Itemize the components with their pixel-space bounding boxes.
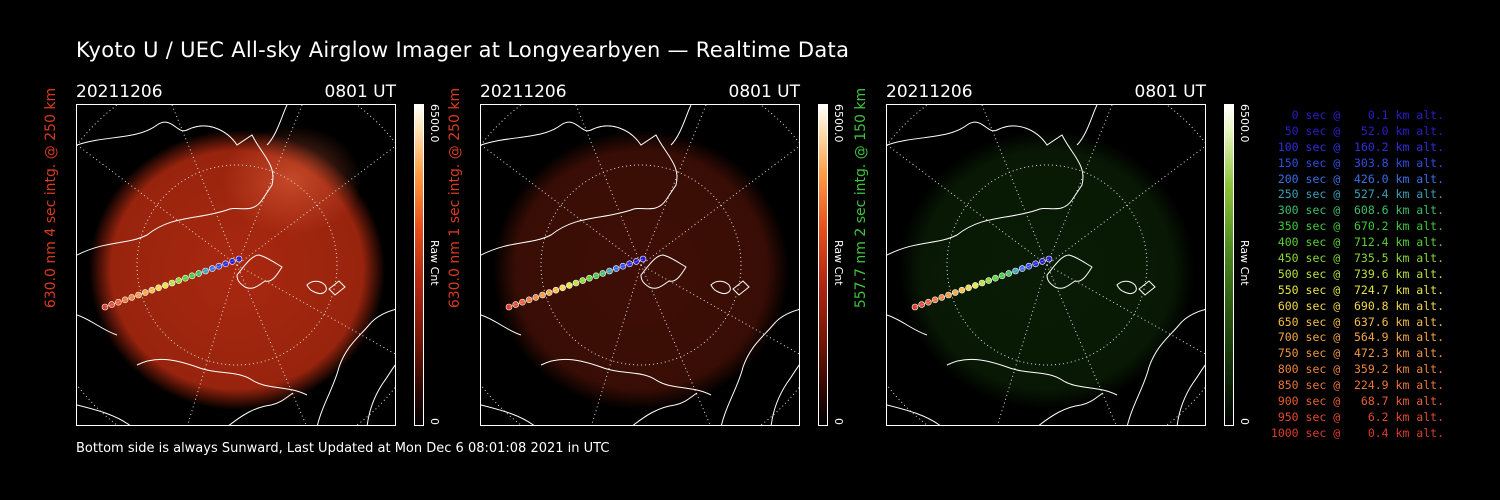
colorbar-max: 6500.0 [428, 104, 441, 143]
colorbar-min: 0 [832, 418, 845, 425]
legend-item: 0 sec @ 0.1 km alt. [1270, 108, 1444, 122]
legend-item: 350 sec @ 670.2 km alt. [1270, 219, 1444, 234]
panel-1-ylabel: 630.0 nm 4 sec intg. @ 250 km [43, 87, 60, 309]
legend-item: 900 sec @ 68.7 km alt. [1270, 394, 1444, 409]
panel-2-ylabel: 630.0 nm 1 sec intg. @ 250 km [447, 87, 464, 309]
legend-item: 100 sec @ 160.2 km alt. [1270, 139, 1444, 154]
legend-item: 850 sec @ 224.9 km alt. [1270, 378, 1444, 393]
allsky-image [76, 104, 396, 426]
panel-date: 20211206 [480, 82, 567, 102]
trajectory-legend: 0 sec @ 0.1 km alt. 50 sec @ 52.0 km alt… [1262, 108, 1444, 442]
legend-item: 150 sec @ 303.8 km alt. [1270, 155, 1444, 170]
panel-3-ylabel: 557.7 nm 2 sec intg. @ 150 km [853, 87, 870, 309]
legend-item: 500 sec @ 739.6 km alt. [1270, 266, 1444, 281]
colorbar-label: Raw Cnt [832, 240, 845, 286]
allsky-image [886, 104, 1206, 426]
page-title: Kyoto U / UEC All-sky Airglow Imager at … [76, 38, 850, 62]
colorbar-label: Raw Cnt [1238, 240, 1251, 286]
image-panel-3: 20211206 0801 UT [886, 80, 1206, 430]
colorbar-1 [414, 104, 424, 426]
panel-time: 0801 UT [1134, 82, 1207, 102]
legend-item: 650 sec @ 637.6 km alt. [1270, 314, 1444, 329]
legend-item: 400 sec @ 712.4 km alt. [1270, 235, 1444, 250]
image-panel-2: 20211206 0801 UT [480, 80, 800, 430]
image-panel-1: 20211206 0801 UT [76, 80, 396, 430]
legend-item: 450 sec @ 735.5 km alt. [1270, 251, 1444, 266]
legend-item: 550 sec @ 724.7 km alt. [1270, 282, 1444, 297]
legend-item: 700 sec @ 564.9 km alt. [1270, 330, 1444, 345]
panel-time: 0801 UT [728, 82, 801, 102]
panel-date: 20211206 [886, 82, 973, 102]
panel-time: 0801 UT [324, 82, 397, 102]
panel-date: 20211206 [76, 82, 163, 102]
legend-item: 50 sec @ 52.0 km alt. [1270, 123, 1444, 138]
legend-item: 950 sec @ 6.2 km alt. [1270, 409, 1444, 424]
colorbar-min: 0 [428, 418, 441, 425]
allsky-image [480, 104, 800, 426]
colorbar-3 [1224, 104, 1234, 426]
legend-item: 1000 sec @ 0.4 km alt. [1270, 425, 1444, 440]
legend-item: 600 sec @ 690.8 km alt. [1270, 298, 1444, 313]
colorbar-label: Raw Cnt [428, 240, 441, 286]
legend-item: 200 sec @ 426.0 km alt. [1270, 171, 1444, 186]
legend-item: 250 sec @ 527.4 km alt. [1270, 187, 1444, 202]
colorbar-2 [818, 104, 828, 426]
colorbar-max: 6500.0 [1238, 104, 1251, 143]
footer-note: Bottom side is always Sunward, Last Upda… [76, 441, 610, 456]
legend-item: 750 sec @ 472.3 km alt. [1270, 346, 1444, 361]
legend-item: 800 sec @ 359.2 km alt. [1270, 362, 1444, 377]
legend-item: 300 sec @ 608.6 km alt. [1270, 203, 1444, 218]
colorbar-max: 6500.0 [832, 104, 845, 143]
colorbar-min: 0 [1238, 418, 1251, 425]
